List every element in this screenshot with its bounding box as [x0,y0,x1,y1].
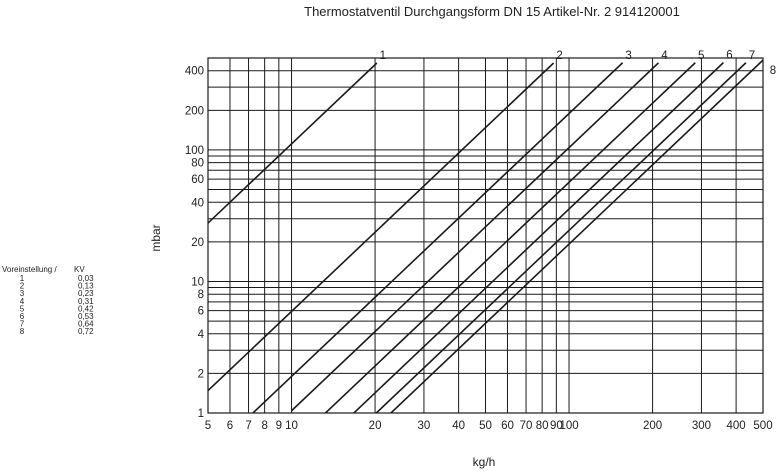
y-tick-label-6: 6 [198,306,204,318]
x-tick-label-100: 100 [559,420,578,432]
x-tick-label-5: 5 [205,420,211,432]
x-axis-label: kg/h [473,455,496,469]
plot-frame [207,57,764,414]
series-line-5 [324,62,696,413]
series-label-1: 1 [380,50,386,62]
legend-kv-8: 0,72 [78,327,94,336]
x-tick-label-40: 40 [452,420,465,432]
x-tick-label-80: 80 [536,420,549,432]
legend-setting-1: 1 [20,274,25,283]
x-tick-label-50: 50 [479,420,492,432]
legend-setting-4: 4 [20,297,25,306]
x-tick-label-500: 500 [753,420,772,432]
legend-setting-6: 6 [20,312,25,321]
series-lines [208,59,763,413]
y-tick-label-20: 20 [191,237,204,249]
x-tick-label-60: 60 [501,420,514,432]
series-label-7: 7 [749,50,755,62]
series-label-4: 4 [661,50,668,62]
series-label-6: 6 [726,50,732,62]
legend-setting-2: 2 [20,282,25,291]
y-tick-label-8: 8 [198,289,204,301]
x-tick-label-300: 300 [692,420,711,432]
legend-kv-4: 0,31 [78,297,94,306]
legend-kv-6: 0,53 [78,312,94,321]
x-tick-label-10: 10 [285,420,298,432]
series-line-6 [352,62,724,413]
x-tick-label-20: 20 [369,420,382,432]
x-tick-label-90: 90 [550,420,563,432]
legend-header-setting: Voreinstellung / [2,265,57,274]
legend-kv-3: 0,23 [78,289,94,298]
x-tick-label-200: 200 [643,420,662,432]
x-tick-label-8: 8 [261,420,267,432]
y-axis-label: mbar [149,224,163,251]
legend-header-kv: KV [74,265,85,274]
series-label-3: 3 [625,50,631,62]
y-tick-label-40: 40 [191,197,204,209]
presetting-legend: Voreinstellung / KV 1 0,03 2 0,13 3 0,23 4 0,31… [2,265,94,336]
series-line-7 [375,62,747,413]
y-tick-label-1: 1 [198,408,204,420]
legend-kv-1: 0,03 [78,274,94,283]
legend-kv-2: 0,13 [78,282,94,291]
x-tick-label-7: 7 [245,420,251,432]
x-tick-label-9: 9 [276,420,282,432]
y-tick-label-4: 4 [198,329,205,341]
y-tick-label-10: 10 [191,276,204,288]
series-label-5: 5 [698,50,704,62]
x-tick-label-6: 6 [227,420,233,432]
series-line-3 [251,62,624,413]
legend-kv-7: 0,64 [78,320,94,329]
series-line-8 [389,59,763,413]
series-label-2: 2 [556,50,562,62]
y-tick-label-60: 60 [191,174,204,186]
y-tick-label-100: 100 [185,145,204,157]
y-tick-label-400: 400 [185,66,204,78]
x-tick-label-30: 30 [418,420,431,432]
chart-title: Thermostatventil Durchgangsform DN 15 Ar… [304,4,680,19]
series-line-1 [208,62,378,224]
x-tick-label-400: 400 [727,420,746,432]
y-tick-label-200: 200 [185,105,204,117]
legend-kv-5: 0,42 [78,304,94,313]
series-line-2 [208,62,555,392]
series-labels: 1 2 3 4 5 6 7 8 [380,50,777,77]
grid [208,58,763,413]
legend-setting-8: 8 [20,327,25,336]
legend-setting-3: 3 [20,289,25,298]
legend-setting-5: 5 [20,304,25,313]
y-tick-label-80: 80 [191,158,204,170]
series-line-4 [290,62,660,412]
y-tick-label-2: 2 [198,368,204,380]
x-tick-label-70: 70 [520,420,533,432]
legend-setting-7: 7 [20,320,25,329]
series-label-8: 8 [770,65,776,77]
